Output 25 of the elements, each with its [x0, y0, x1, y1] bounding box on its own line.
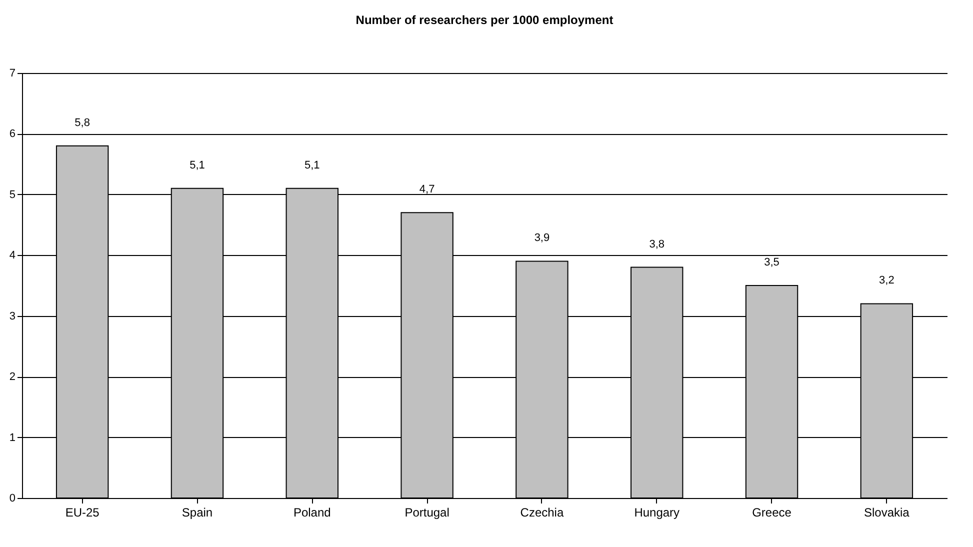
- y-tick-label: 1: [9, 432, 16, 444]
- data-label: 5,8: [74, 116, 90, 129]
- y-tick-label: 2: [9, 371, 16, 384]
- y-tick-label: 7: [9, 68, 16, 80]
- data-label: 3,5: [764, 256, 780, 268]
- x-tick-label: Portugal: [404, 506, 450, 520]
- data-label: 4,7: [419, 184, 435, 196]
- y-tick-label: 4: [9, 250, 16, 262]
- y-tick-label: 3: [9, 310, 16, 322]
- y-tick-label: 6: [9, 128, 16, 140]
- data-label: 5,1: [304, 159, 320, 172]
- x-tick-label: Czechia: [520, 506, 564, 520]
- x-tick-label: Slovakia: [864, 506, 910, 520]
- y-tick-label: 0: [9, 492, 16, 504]
- x-tick-label: EU-25: [65, 506, 100, 520]
- data-label: 5,1: [190, 159, 205, 172]
- data-label: 3,9: [534, 232, 550, 244]
- x-tick-label: Poland: [293, 506, 331, 520]
- x-tick-label: Hungary: [634, 506, 680, 520]
- x-tick-label: Spain: [182, 506, 213, 520]
- data-label: 3,2: [879, 274, 894, 287]
- y-tick-label: 5: [9, 188, 16, 201]
- data-label: 3,8: [649, 238, 665, 250]
- chart-title: Number of researchers per 1000 employment: [356, 13, 614, 27]
- x-tick-label: Greece: [752, 506, 792, 520]
